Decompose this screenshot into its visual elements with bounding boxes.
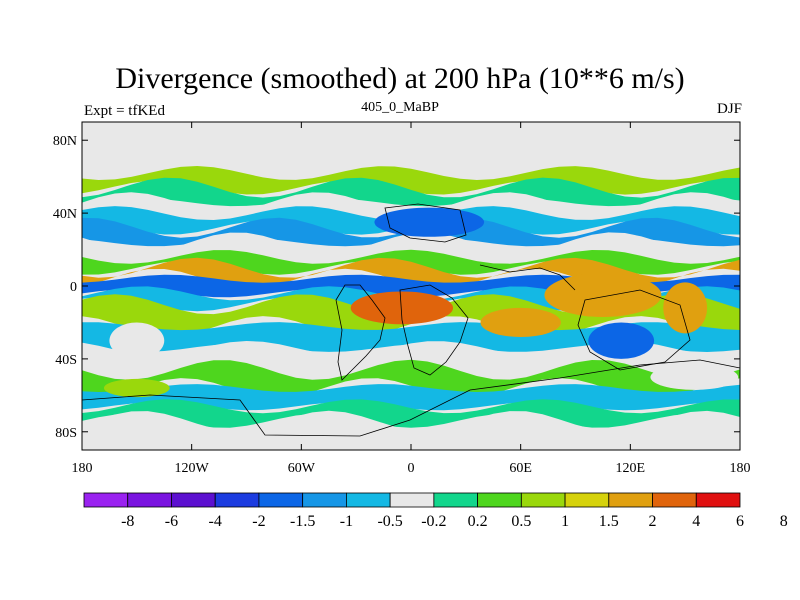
map-subtitle: 405_0_MaBP	[361, 100, 439, 115]
colorbar: -8 -6 -4 -2 -1.5 -1 -0.5 -0.2 0.2 0.5 1 1.5 2 4 6 8	[83, 492, 788, 530]
colorbar-swatch	[695, 492, 741, 508]
colorbar-swatch	[171, 492, 216, 508]
y-axis-ticks: 80N 40N 0 40S 80S	[53, 134, 740, 441]
coastline-outline	[81, 203, 741, 437]
season-label: DJF	[716, 101, 742, 117]
colorbar-swatch	[127, 492, 172, 508]
y-tick-label: 0	[70, 280, 77, 295]
coastline-north-asia	[384, 203, 467, 243]
colorbar-label: -2	[252, 513, 265, 530]
contour-band	[82, 177, 740, 213]
colorbar-swatch	[258, 492, 304, 508]
contour-band	[82, 359, 740, 398]
y-tick-label: 80N	[53, 134, 77, 149]
colorbar-swatch	[652, 492, 697, 508]
x-tick-label: 180	[72, 461, 93, 476]
y-tick-label: 40N	[53, 207, 77, 222]
contour-band	[82, 122, 740, 177]
contour-blob	[374, 207, 485, 237]
colorbar-label: -1.5	[290, 513, 315, 530]
colorbar-label: 2	[649, 513, 657, 530]
coastline-asia-east	[479, 264, 576, 291]
x-tick-label: 60W	[288, 461, 316, 476]
map-title: Divergence (smoothed) at 200 hPa (10**6 …	[115, 62, 685, 95]
colorbar-swatch	[345, 492, 391, 508]
contour-band	[82, 322, 740, 352]
x-tick-label: 0	[408, 461, 415, 476]
colorbar-label: 0.2	[468, 513, 488, 530]
colorbar-swatch	[83, 492, 129, 508]
coastline-south-america	[335, 284, 386, 381]
x-tick-label: 180	[730, 461, 751, 476]
colorbar-label: 1.5	[599, 513, 619, 530]
colorbar-swatch	[564, 492, 610, 508]
colorbar-swatch	[520, 492, 566, 508]
contour-blob	[650, 364, 739, 390]
colorbar-swatch	[389, 492, 435, 508]
colorbar-swatch	[214, 492, 260, 508]
colorbar-swatch	[608, 492, 653, 508]
y-tick-label: 40S	[55, 353, 77, 368]
contour-blob	[588, 322, 655, 359]
colorbar-label: 8	[780, 513, 788, 530]
contour-blob	[480, 307, 561, 338]
colorbar-label: -4	[209, 513, 222, 530]
colorbar-label: 1	[561, 513, 569, 530]
contour-blob	[544, 273, 662, 317]
contour-blob	[109, 322, 165, 359]
contour-band	[82, 166, 740, 195]
contour-blob	[103, 378, 170, 398]
coastline-africa	[399, 284, 469, 376]
colorbar-label: -6	[165, 513, 178, 530]
colorbar-swatch	[477, 492, 522, 508]
x-axis-ticks: 180 120W 60W 0 60E 120E 180	[72, 122, 751, 476]
colorbar-label: -1	[340, 513, 353, 530]
contour-band	[82, 410, 740, 450]
contour-band	[82, 257, 740, 289]
contour-band	[82, 198, 740, 218]
contour-blob	[663, 282, 708, 334]
map-plot-area	[82, 122, 740, 450]
coastline-australia	[577, 289, 691, 371]
colorbar-swatch	[302, 492, 347, 508]
colorbar-label: -0.5	[377, 513, 402, 530]
contour-band	[82, 399, 740, 428]
x-tick-label: 60E	[509, 461, 532, 476]
colorbar-label: 4	[692, 513, 700, 530]
colorbar-swatch	[433, 492, 479, 508]
x-tick-label: 120W	[175, 461, 210, 476]
experiment-label: Expt = tfKEd	[84, 103, 165, 119]
colorbar-label: -0.2	[421, 513, 446, 530]
colorbar-label: 0.5	[511, 513, 531, 530]
colorbar-label: -8	[121, 513, 134, 530]
y-tick-label: 80S	[55, 426, 77, 441]
contour-blob	[350, 291, 454, 325]
contour-band	[82, 217, 740, 253]
x-tick-label: 120E	[616, 461, 646, 476]
colorbar-label: 6	[736, 513, 744, 530]
coastline-antarctica	[81, 359, 741, 437]
contour-band	[82, 341, 740, 377]
